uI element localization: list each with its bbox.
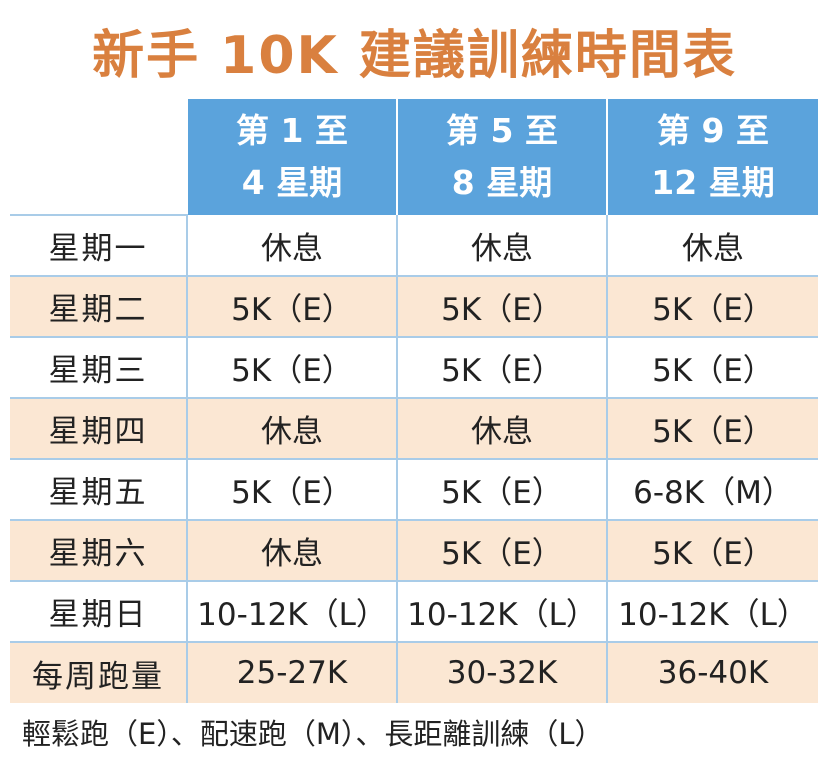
row-label: 星期五: [10, 459, 187, 521]
table-cell: 休息: [396, 215, 607, 277]
header-corner: [10, 99, 187, 216]
row-label: 星期四: [10, 398, 187, 460]
table-cell: 5K（E）: [396, 520, 607, 582]
table-cell: 10-12K（L）: [396, 581, 607, 643]
table-row-weekly-mileage: 每周跑量 25-27K 30-32K 36-40K: [10, 642, 818, 703]
table-row-monday: 星期一 休息 休息 休息: [10, 215, 818, 277]
table-cell: 休息: [186, 520, 397, 582]
header-row: 第 1 至 4 星期 第 5 至 8 星期 第 9 至 12 星期: [10, 99, 818, 216]
table-cell: 休息: [186, 398, 397, 460]
table-row-sunday: 星期日 10-12K（L） 10-12K（L） 10-12K（L）: [10, 581, 818, 643]
table-cell: 5K（E）: [606, 337, 818, 399]
table-row-wednesday: 星期三 5K（E） 5K（E） 5K（E）: [10, 337, 818, 399]
table-row-friday: 星期五 5K（E） 5K（E） 6-8K（M）: [10, 459, 818, 521]
training-schedule-table: 第 1 至 4 星期 第 5 至 8 星期 第 9 至 12 星期 星期一 休息…: [10, 99, 818, 703]
page-title: 新手 10K 建議訓練時間表: [92, 26, 737, 86]
row-label: 星期日: [10, 581, 187, 643]
row-label: 星期三: [10, 337, 187, 399]
table-cell: 30-32K: [396, 642, 607, 703]
column-header-line1: 第 9 至: [657, 111, 769, 150]
column-header-weeks-5-8: 第 5 至 8 星期: [396, 99, 607, 215]
table-cell: 10-12K（L）: [186, 581, 397, 643]
column-header-line2: 8 星期: [451, 163, 553, 202]
table-row-thursday: 星期四 休息 休息 5K（E）: [10, 398, 818, 460]
row-label: 星期二: [10, 276, 187, 338]
table-cell: 36-40K: [606, 642, 818, 703]
column-header-weeks-9-12: 第 9 至 12 星期: [606, 99, 818, 215]
table-cell: 5K（E）: [396, 276, 607, 338]
column-header-line2: 4 星期: [241, 163, 343, 202]
table-cell: 5K（E）: [396, 459, 607, 521]
table-cell: 6-8K（M）: [606, 459, 818, 521]
table-cell: 25-27K: [186, 642, 397, 703]
table-cell: 5K（E）: [606, 276, 818, 338]
column-header-line2: 12 星期: [651, 163, 775, 202]
table-row-saturday: 星期六 休息 5K（E） 5K（E）: [10, 520, 818, 582]
column-header-weeks-1-4: 第 1 至 4 星期: [186, 99, 397, 215]
row-label: 星期一: [10, 215, 187, 277]
column-header-line1: 第 5 至: [446, 111, 558, 150]
table-cell: 休息: [396, 398, 607, 460]
row-label: 星期六: [10, 520, 187, 582]
table-cell: 10-12K（L）: [606, 581, 818, 643]
table-cell: 5K（E）: [606, 520, 818, 582]
table-cell: 5K（E）: [606, 398, 818, 460]
row-label: 每周跑量: [10, 642, 187, 703]
table-row-tuesday: 星期二 5K（E） 5K（E） 5K（E）: [10, 276, 818, 338]
table-cell: 休息: [186, 215, 397, 277]
column-header-line1: 第 1 至: [236, 111, 348, 150]
legend-footnote: 輕鬆跑（E）、配速跑（M）、長距離訓練（L）: [22, 717, 604, 751]
table-cell: 5K（E）: [186, 337, 397, 399]
table-cell: 5K（E）: [186, 459, 397, 521]
table-cell: 5K（E）: [186, 276, 397, 338]
table-cell: 休息: [606, 215, 818, 277]
table-cell: 5K（E）: [396, 337, 607, 399]
